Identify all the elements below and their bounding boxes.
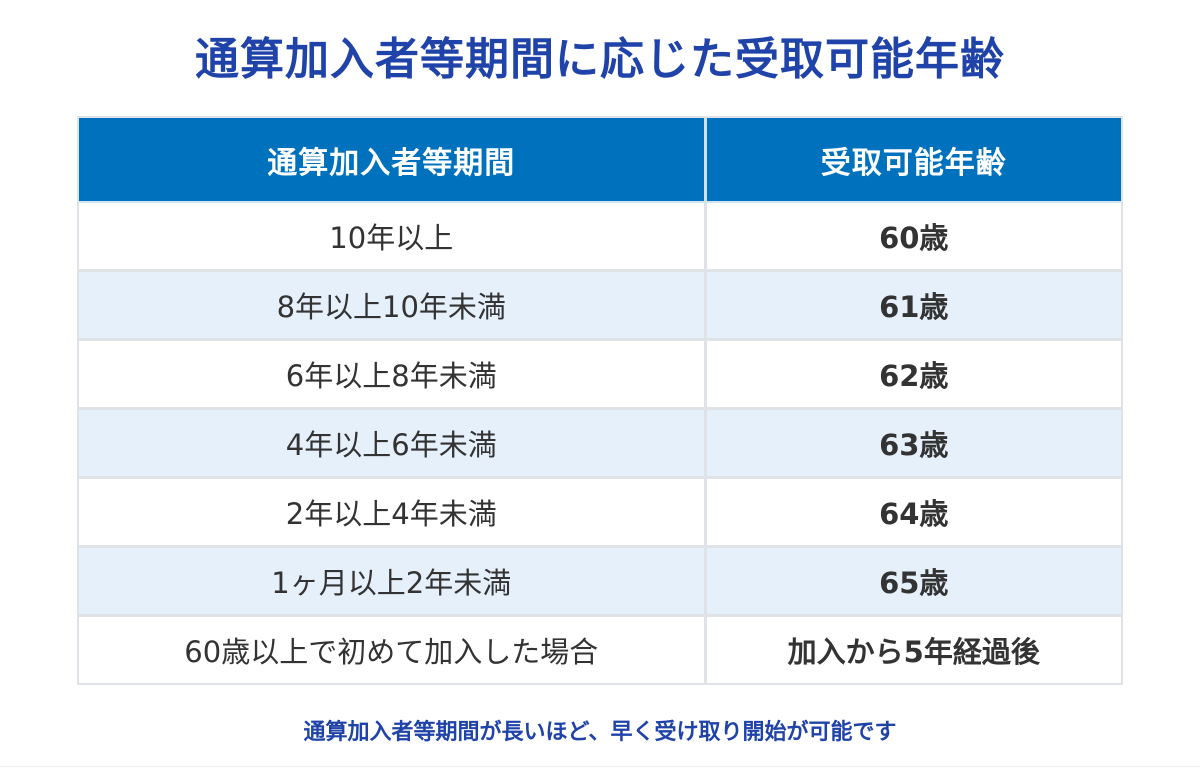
table-header-row: 通算加入者等期間 受取可能年齢 xyxy=(79,118,1121,202)
page-title: 通算加入者等期間に応じた受取可能年齢 xyxy=(195,34,1005,85)
age-cell: 63歳 xyxy=(705,407,1121,478)
period-cell: 6年以上8年未満 xyxy=(79,338,707,409)
period-cell: 60歳以上で初めて加入した場合 xyxy=(79,614,707,683)
age-cell: 65歳 xyxy=(705,545,1121,616)
age-cell: 64歳 xyxy=(705,476,1121,547)
table-row: 4年以上6年未満 63歳 xyxy=(79,407,1121,478)
period-cell: 4年以上6年未満 xyxy=(79,407,707,478)
age-cell: 62歳 xyxy=(705,338,1121,409)
period-cell: 1ヶ月以上2年未満 xyxy=(79,545,707,616)
age-table: 通算加入者等期間 受取可能年齢 10年以上 60歳 8年以上10年未満 61歳 … xyxy=(79,118,1121,683)
period-cell: 2年以上4年未満 xyxy=(79,476,707,547)
divider xyxy=(0,766,1200,767)
age-table-container: 通算加入者等期間 受取可能年齢 10年以上 60歳 8年以上10年未満 61歳 … xyxy=(77,116,1123,685)
footer-note: 通算加入者等期間が長いほど、早く受け取り開始が可能です xyxy=(303,720,897,745)
age-cell: 加入から5年経過後 xyxy=(705,614,1121,683)
table-row: 1ヶ月以上2年未満 65歳 xyxy=(79,545,1121,616)
period-cell: 8年以上10年未満 xyxy=(79,269,707,340)
age-cell: 61歳 xyxy=(705,269,1121,340)
table-row: 2年以上4年未満 64歳 xyxy=(79,476,1121,547)
header-age: 受取可能年齢 xyxy=(705,118,1121,202)
table-row: 60歳以上で初めて加入した場合 加入から5年経過後 xyxy=(79,614,1121,683)
period-cell: 10年以上 xyxy=(79,201,707,271)
header-period: 通算加入者等期間 xyxy=(79,118,707,202)
table-row: 6年以上8年未満 62歳 xyxy=(79,338,1121,409)
age-cell: 60歳 xyxy=(705,201,1121,271)
table-row: 10年以上 60歳 xyxy=(79,201,1121,271)
table-row: 8年以上10年未満 61歳 xyxy=(79,269,1121,340)
